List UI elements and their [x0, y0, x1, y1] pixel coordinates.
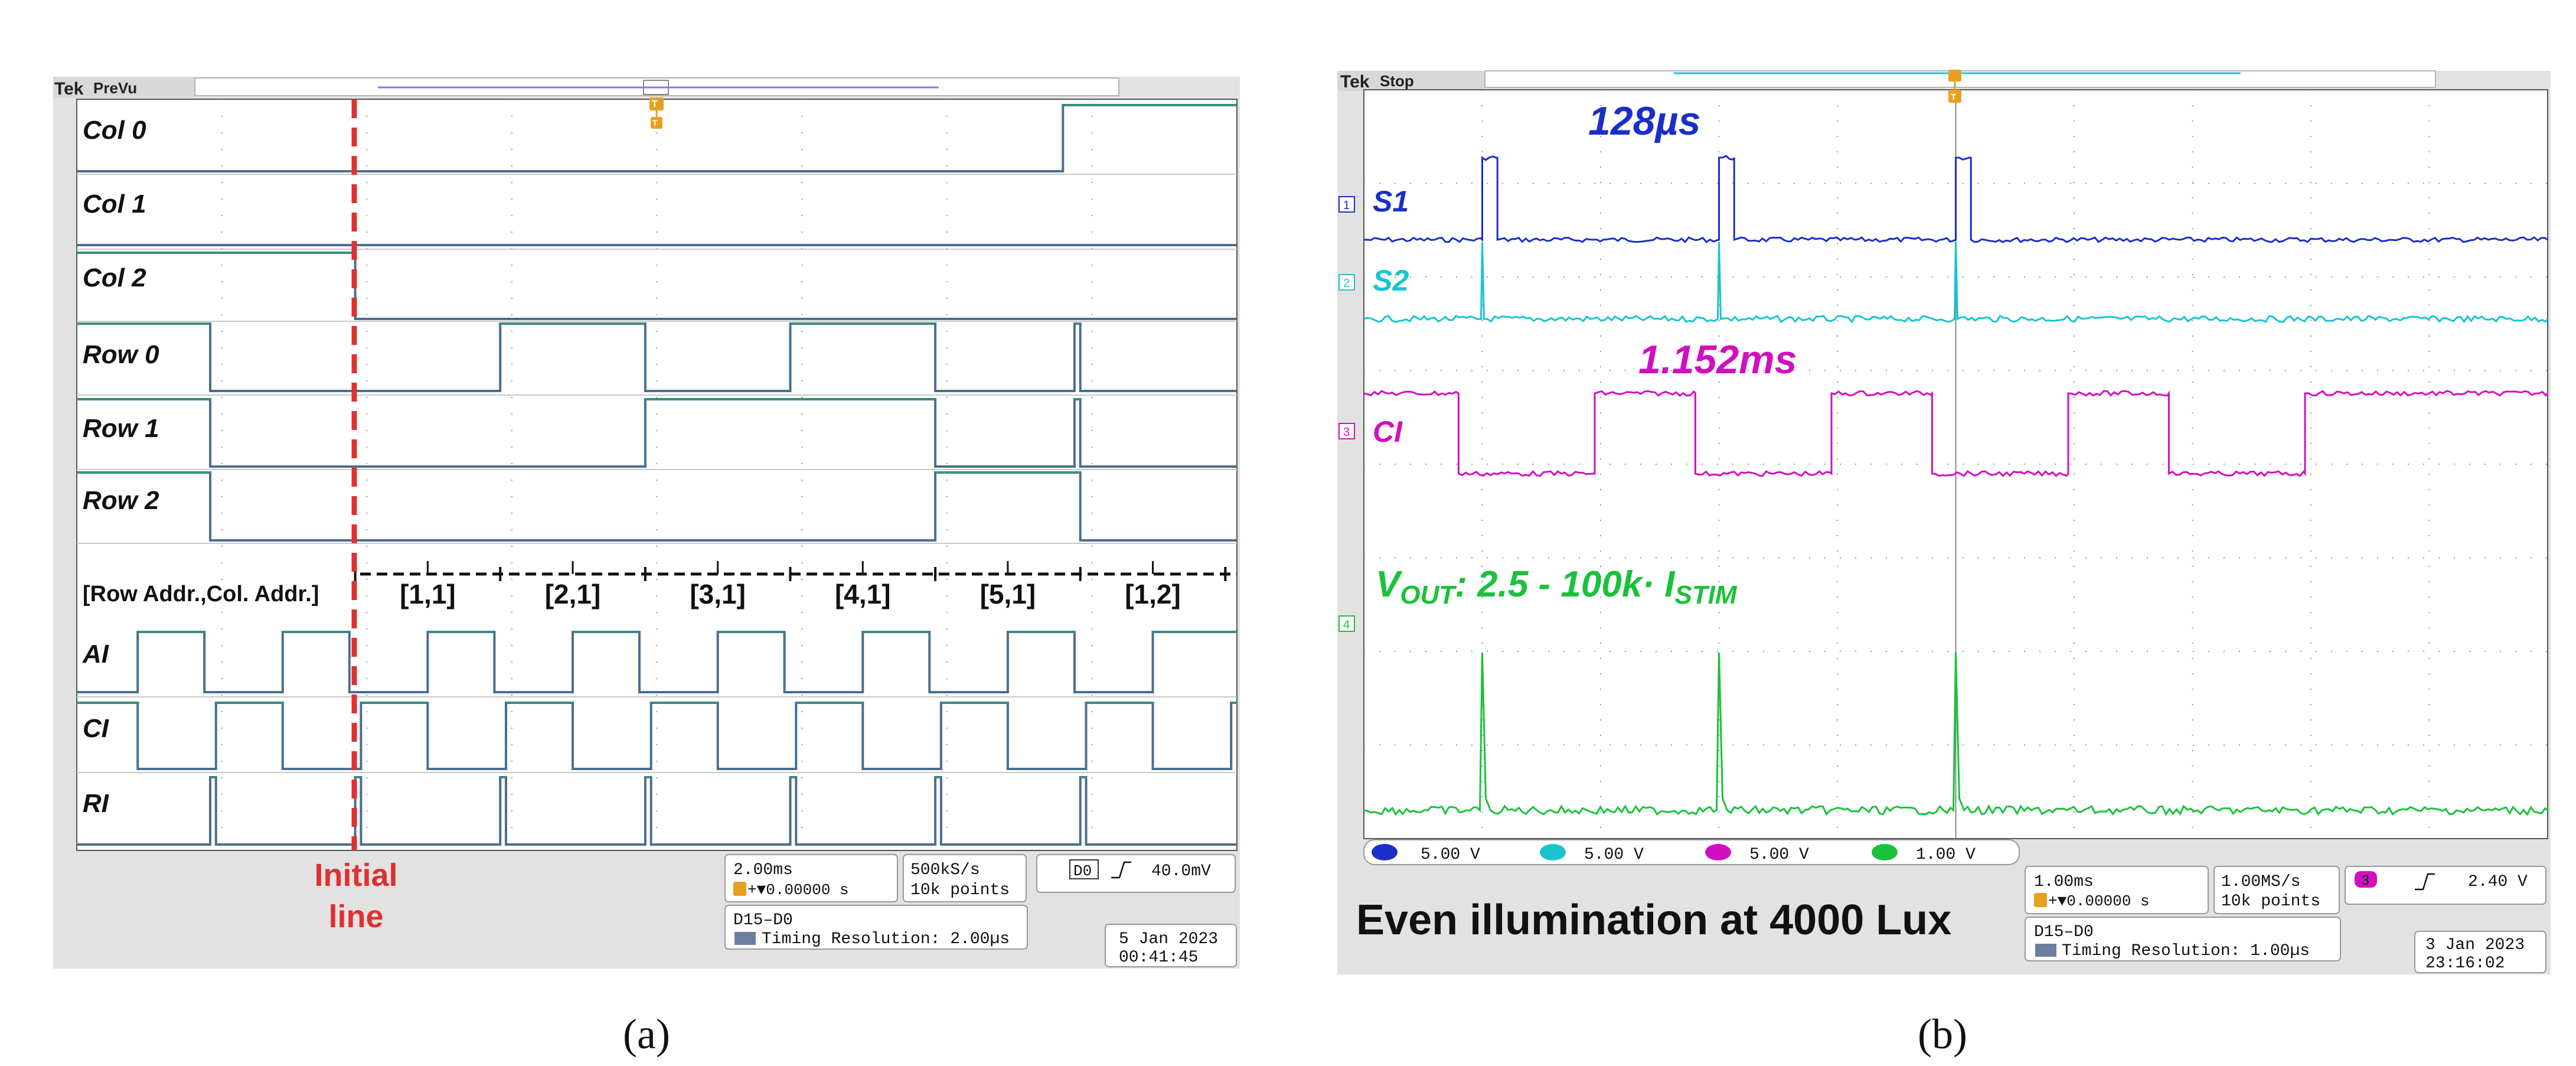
panel-b-mode: Stop	[1380, 72, 1414, 90]
panel-a-readouts: 2.00ms +▼0.00000 s 500kS/s 10k points D0…	[724, 854, 1237, 967]
ci-width-annotation: 1.152ms	[1638, 337, 1797, 382]
pulse-width-annotation: 128µs	[1588, 99, 1700, 144]
scale-ch1: 5.00 V	[1421, 846, 1480, 864]
label-ci: CI	[83, 714, 109, 743]
panel-b-trigger-marker: T	[1948, 70, 1961, 103]
vout-formula: VOUT: 2.5 - 100k· ISTIM	[1376, 564, 1738, 609]
address-label-3: [3,1]	[690, 579, 746, 609]
b-trigger-channel: 3	[2361, 873, 2369, 889]
b-trigger-pos: +▼0.00000 s	[2048, 892, 2150, 910]
trace-row-2	[77, 471, 1237, 542]
panel-b-scale-strip: 5.00 V 5.00 V 5.00 V 1.00 V	[1363, 839, 2020, 865]
b-bus: D15–D0	[2034, 923, 2094, 941]
panel-b-header-bar	[1337, 71, 1485, 91]
panel-a-traces	[77, 104, 1237, 846]
b-trigger-level: 2.40 V	[2468, 873, 2528, 891]
caption-a: (a)	[623, 1010, 670, 1058]
label-row-1: Row 1	[83, 414, 159, 443]
panel-a-header-bar	[53, 77, 195, 97]
panel-a-record-bar	[194, 77, 1119, 96]
trace-ai	[77, 631, 1237, 693]
address-label-5: [5,1]	[980, 579, 1036, 609]
initial-line-label-2: line	[328, 899, 383, 934]
a-trigger-source: D0	[1073, 862, 1092, 880]
label-s1: S1	[1373, 185, 1409, 218]
panel-a-view-marker	[643, 80, 669, 95]
panel-a-plot-area	[76, 99, 1238, 851]
trace-row-1	[77, 398, 1237, 468]
panel-b-brand: Tek	[1340, 72, 1370, 92]
b-time: 23:16:02	[2425, 954, 2505, 973]
b-timebase: 1.00ms	[2034, 873, 2094, 891]
label-s2: S2	[1373, 264, 1409, 297]
a-trigger-level: 40.0mV	[1151, 862, 1211, 881]
ch2-marker: 2	[1343, 277, 1350, 290]
svg-text:T: T	[1951, 92, 1956, 102]
label-ri: RI	[83, 789, 109, 818]
svg-text:T: T	[652, 118, 658, 128]
b-timing: Timing Resolution: 1.00µs	[2062, 942, 2310, 960]
address-ticks: [1,1] [2,1] [3,1] [4,1] [5,1] [1,2]	[354, 561, 1227, 609]
trace-s2	[1363, 242, 2549, 324]
b-sample-rate: 1.00MS/s	[2221, 873, 2300, 891]
address-header: [Row Addr.,Col. Addr.]	[83, 582, 319, 607]
b-record-length: 10k points	[2221, 892, 2320, 911]
a-time: 00:41:45	[1119, 948, 1198, 967]
panel-a: Tek PreVu Col 0 Col 1 Col 2 Row 0 Row 1 Row 2…	[53, 77, 1240, 1058]
a-record-length: 10k points	[910, 881, 1010, 899]
a-trigger-pos: +▼0.00000 s	[747, 881, 849, 899]
panel-a-mode: PreVu	[93, 79, 137, 97]
address-label-6: [1,2]	[1125, 579, 1181, 609]
illumination-note: Even illumination at 4000 Lux	[1356, 897, 1951, 944]
panel-b-channel-markers: 1 2 3 4	[1338, 196, 1355, 632]
ch1-marker: 1	[1343, 199, 1350, 212]
panel-a-grid	[77, 99, 1237, 850]
address-label-1: [1,1]	[400, 579, 456, 609]
label-col-2: Col 2	[83, 263, 146, 292]
panel-a-labels: Col 0 Col 1 Col 2 Row 0 Row 1 Row 2 AI CI RI	[82, 116, 159, 818]
caption-b: (b)	[1918, 1010, 1967, 1058]
a-bus: D15–D0	[733, 911, 793, 930]
label-col-1: Col 1	[83, 190, 146, 219]
label-row-0: Row 0	[83, 340, 159, 369]
label-col-0: Col 0	[83, 116, 146, 145]
ch4-marker: 4	[1343, 618, 1350, 631]
panel-b-traces	[1363, 155, 2549, 816]
a-timing: Timing Resolution: 2.00µs	[762, 930, 1010, 948]
a-date: 5 Jan 2023	[1119, 930, 1218, 948]
vout-v: V	[1376, 564, 1403, 605]
vout-mid: : 2.5 - 100k· I	[1455, 564, 1676, 605]
svg-text:T: T	[652, 99, 658, 109]
trace-vout	[1363, 652, 2548, 816]
address-label-4: [4,1]	[835, 579, 891, 609]
scale-ch2: 5.00 V	[1584, 846, 1644, 864]
ch3-marker: 3	[1343, 426, 1350, 439]
vout-sub1: OUT	[1400, 581, 1457, 609]
address-label-2: [2,1]	[545, 579, 601, 609]
panel-b: Tek Stop T 1 2 3 4 128µs S1 S2 1.152ms	[1337, 70, 2551, 1058]
panel-b-readouts: 1.00ms +▼0.00000 s 1.00MS/s 10k points 3…	[2025, 866, 2546, 973]
label-row-2: Row 2	[83, 486, 159, 515]
scale-ch4: 1.00 V	[1916, 846, 1976, 864]
panel-a-brand: Tek	[54, 79, 84, 99]
panel-a-trigger-marker: T T	[649, 97, 664, 129]
vout-sub2: STIM	[1674, 581, 1737, 609]
initial-line-label-1: Initial	[314, 858, 397, 893]
trace-s1	[1363, 155, 2548, 243]
label-ci: CI	[1373, 415, 1403, 448]
label-ai: AI	[82, 640, 109, 669]
trace-ci	[1363, 390, 2549, 477]
illumination-bg	[1346, 868, 2010, 970]
scale-ch3: 5.00 V	[1749, 846, 1809, 864]
a-sample-rate: 500kS/s	[910, 861, 980, 879]
b-date: 3 Jan 2023	[2425, 936, 2525, 954]
a-timebase: 2.00ms	[733, 861, 793, 879]
